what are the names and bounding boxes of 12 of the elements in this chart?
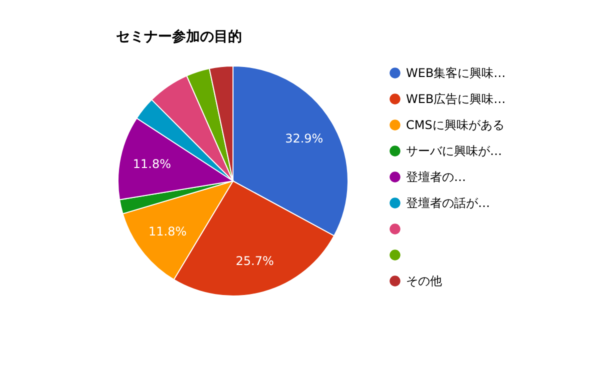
chart-title: セミナー参加の目的 <box>116 28 242 45</box>
legend-label: サーバに興味が… <box>406 144 502 158</box>
legend-label: 登壇者の… <box>406 170 466 184</box>
legend-label: その他 <box>406 274 442 288</box>
legend-label: CMSに興味がある <box>406 118 504 132</box>
data-label: 25.7% <box>236 254 274 268</box>
legend-label: 登壇者の話が… <box>406 196 490 210</box>
data-label: 11.8% <box>148 224 187 239</box>
legend-label: WEB広告に興味… <box>406 92 506 106</box>
data-label: 11.8% <box>132 156 172 171</box>
legend-label: WEB集客に興味… <box>406 66 506 80</box>
data-label: 32.9% <box>285 132 324 146</box>
